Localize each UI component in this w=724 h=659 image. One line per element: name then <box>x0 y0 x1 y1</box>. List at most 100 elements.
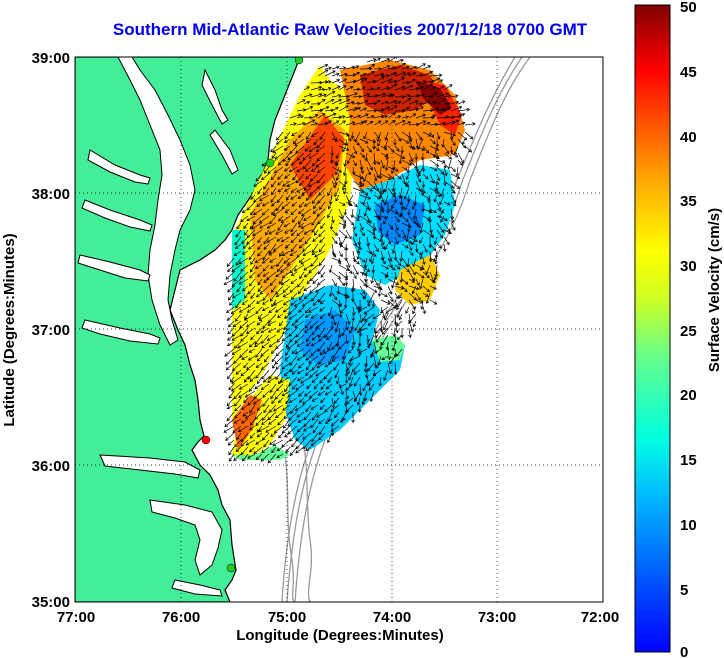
velocity-arrowhead <box>398 137 402 142</box>
velocity-arrowhead <box>367 207 371 212</box>
velocity-arrowhead <box>454 94 459 98</box>
y-axis-label: Latitude (Degrees:Minutes) <box>1 233 18 426</box>
velocity-vector <box>241 404 249 410</box>
velocity-arrowhead <box>389 226 394 230</box>
velocity-arrowhead <box>427 196 431 200</box>
velocity-vector <box>317 69 328 77</box>
velocity-arrowhead <box>411 277 415 282</box>
velocity-arrowhead <box>391 93 395 98</box>
velocity-vector <box>289 362 298 373</box>
velocity-arrowhead <box>233 457 237 462</box>
velocity-vector <box>429 250 432 262</box>
velocity-vector <box>454 145 459 155</box>
velocity-vector <box>450 215 454 223</box>
velocity-arrowhead <box>241 301 246 306</box>
velocity-arrowhead <box>262 203 266 207</box>
velocity-vector <box>331 99 342 105</box>
velocity-vector <box>396 348 403 357</box>
velocity-arrowhead <box>468 149 472 153</box>
velocity-vector <box>401 98 411 105</box>
velocity-vector <box>239 320 249 329</box>
velocity-vector <box>260 348 270 357</box>
velocity-arrowhead <box>396 266 401 270</box>
velocity-arrowhead <box>386 301 391 305</box>
velocity-arrowhead <box>312 429 317 434</box>
velocity-arrowhead <box>321 113 326 117</box>
velocity-arrowhead <box>367 171 372 176</box>
velocity-arrowhead <box>297 113 302 117</box>
velocity-vector <box>231 383 242 392</box>
velocity-vector <box>429 299 437 305</box>
velocity-vector <box>295 404 305 411</box>
velocity-arrowhead <box>314 114 319 118</box>
velocity-arrowhead <box>327 192 331 197</box>
velocity-vector <box>352 107 361 112</box>
velocity-vector <box>422 80 435 84</box>
velocity-vector <box>233 271 242 282</box>
velocity-vector <box>338 383 344 395</box>
velocity-vector <box>226 397 235 406</box>
velocity-vector <box>422 65 431 70</box>
velocity-arrowhead <box>352 226 356 231</box>
velocity-vector <box>412 201 417 210</box>
velocity-vector <box>281 362 291 370</box>
velocity-vector <box>380 152 388 157</box>
velocity-vector <box>413 208 417 220</box>
velocity-vector <box>394 194 397 203</box>
velocity-arrowhead <box>419 229 424 234</box>
velocity-arrowhead <box>419 101 424 106</box>
velocity-vector <box>412 257 417 267</box>
velocity-vector <box>257 271 263 277</box>
velocity-vector <box>342 180 347 191</box>
velocity-arrowhead <box>447 166 451 170</box>
velocity-vector <box>256 327 263 335</box>
velocity-vector <box>324 70 336 77</box>
velocity-vector <box>309 187 319 196</box>
velocity-vector <box>366 243 372 255</box>
velocity-arrowhead <box>314 232 318 236</box>
velocity-arrowhead <box>305 357 310 361</box>
velocity-vector <box>387 236 391 245</box>
velocity-arrowhead <box>409 84 414 89</box>
velocity-vector <box>263 278 270 283</box>
velocity-vector <box>261 362 270 370</box>
velocity-vector <box>380 79 392 84</box>
velocity-vector <box>380 87 390 91</box>
velocity-vector <box>269 215 277 224</box>
velocity-vector <box>233 341 242 349</box>
velocity-vector <box>414 229 417 239</box>
velocity-arrowhead <box>312 302 317 306</box>
velocity-arrowhead <box>310 442 315 447</box>
velocity-vector <box>311 432 319 442</box>
velocity-vector <box>348 327 354 334</box>
velocity-arrowhead <box>395 353 400 357</box>
velocity-arrowhead <box>450 185 455 189</box>
velocity-vector <box>387 72 397 77</box>
velocity-vector <box>277 222 284 231</box>
velocity-arrowhead <box>383 377 387 381</box>
velocity-arrowhead <box>290 239 295 244</box>
velocity-arrowhead <box>303 203 308 207</box>
velocity-arrowhead <box>278 322 283 327</box>
velocity-vector <box>298 285 305 294</box>
velocity-vector <box>247 453 256 459</box>
velocity-arrowhead <box>248 246 252 250</box>
velocity-vector <box>312 208 319 214</box>
velocity-arrowhead <box>449 136 454 141</box>
velocity-arrowhead <box>358 350 362 354</box>
velocity-vector <box>366 115 375 119</box>
velocity-arrowhead <box>304 309 309 314</box>
velocity-arrowhead <box>282 309 287 313</box>
velocity-vector <box>408 243 412 251</box>
velocity-vector <box>387 208 398 215</box>
velocity-vector <box>450 101 459 105</box>
velocity-arrowhead <box>421 168 426 173</box>
velocity-vector <box>436 79 443 84</box>
velocity-arrowhead <box>305 367 310 371</box>
velocity-vector <box>352 362 361 372</box>
velocity-vector <box>290 236 298 243</box>
velocity-vector <box>373 57 381 63</box>
velocity-vector <box>359 194 371 200</box>
velocity-vector <box>429 166 438 171</box>
velocity-vector <box>298 306 305 313</box>
